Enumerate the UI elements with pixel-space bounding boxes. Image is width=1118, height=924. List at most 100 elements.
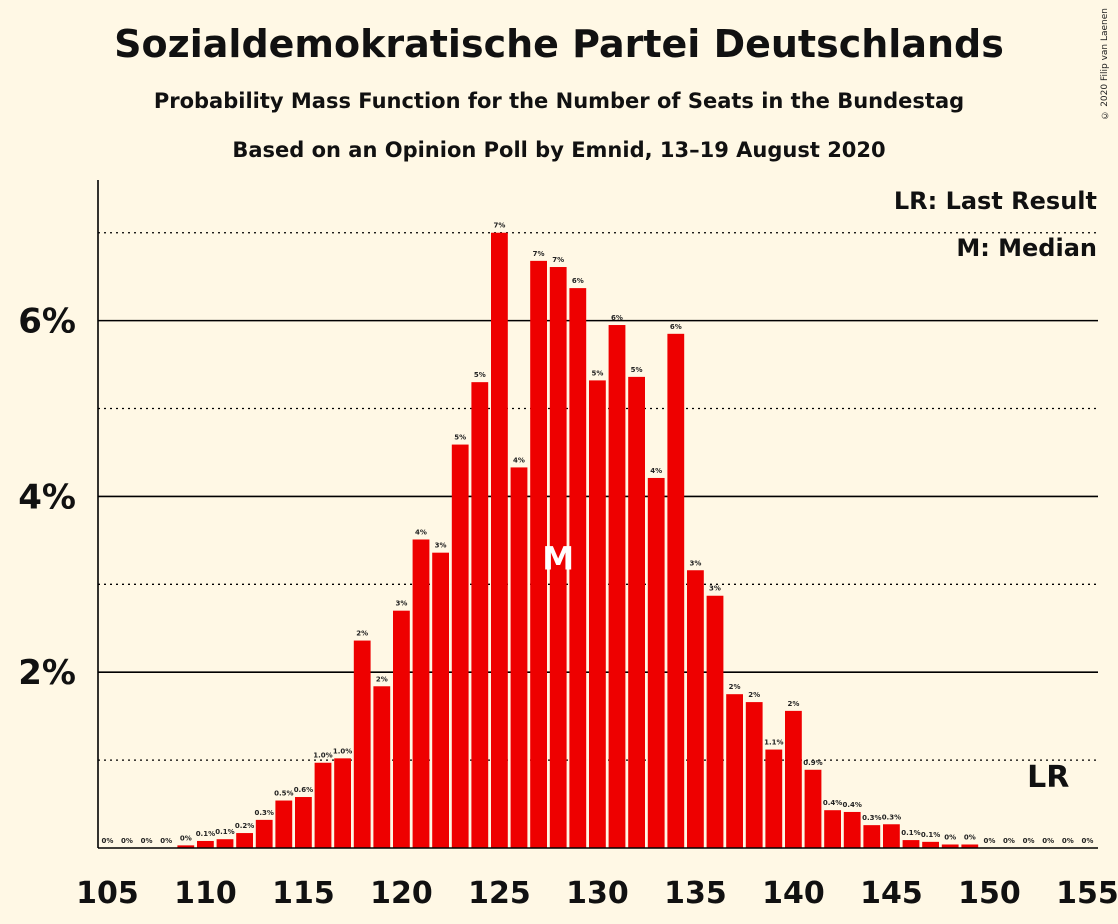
bar <box>883 824 900 848</box>
markers: M LR <box>542 540 1069 795</box>
bar-label: 5% <box>591 369 603 377</box>
bar <box>491 232 508 849</box>
bar-label: 0.4% <box>842 801 861 809</box>
bar-label: 7% <box>533 250 545 258</box>
bars <box>177 232 979 849</box>
bar-label: 5% <box>454 434 466 442</box>
x-tick-label: 105 <box>76 876 139 911</box>
bar-label: 0% <box>1003 837 1015 845</box>
bar-label: 5% <box>474 371 486 379</box>
bar <box>608 325 626 848</box>
bar-label: 0% <box>1062 837 1074 845</box>
bar <box>216 839 234 848</box>
bar <box>451 444 469 848</box>
bar-label: 2% <box>748 691 760 699</box>
bar-label: 0% <box>944 833 956 841</box>
bar <box>275 800 293 848</box>
bar-label: 0.9% <box>803 759 822 767</box>
bar <box>706 595 724 848</box>
bar-label: 6% <box>572 277 584 285</box>
bar <box>197 840 214 848</box>
bar <box>726 694 743 848</box>
tick-labels: 105 110 115 120 125 130 135 140 145 150 155 2% 4% 6% <box>18 302 1118 911</box>
bar-label: 0% <box>1081 837 1093 845</box>
bar-label: 0% <box>101 837 113 845</box>
chart-source: Based on an Opinion Poll by Emnid, 13–19… <box>232 138 886 162</box>
x-tick-label: 125 <box>468 876 531 911</box>
bar-label: 2% <box>729 683 741 691</box>
bar <box>510 467 528 848</box>
x-tick-label: 115 <box>272 876 335 911</box>
legend-entry: M: Median <box>956 234 1097 262</box>
last-result-marker: LR <box>1027 760 1069 795</box>
bar-label: 0.3% <box>882 813 901 821</box>
bar <box>687 570 704 848</box>
bar <box>471 382 489 848</box>
bar <box>922 841 939 848</box>
bar <box>255 819 273 848</box>
chart-title: Sozialdemokratische Partei Deutschlands <box>114 22 1004 66</box>
legend: LR: Last Result M: Median <box>894 187 1097 262</box>
bar-label: 0.4% <box>823 799 842 807</box>
bar-label: 0.5% <box>274 790 293 798</box>
bar-label: 7% <box>552 256 564 264</box>
bar <box>432 552 449 848</box>
bar <box>647 477 665 848</box>
bar <box>628 376 645 848</box>
bar <box>334 758 351 848</box>
bar <box>177 845 195 848</box>
bar-label: 0.6% <box>294 786 313 794</box>
bar-label: 0% <box>1023 837 1035 845</box>
y-tick-label: 4% <box>18 477 76 517</box>
bar <box>863 825 881 848</box>
bar-label: 3% <box>689 559 701 567</box>
median-marker: M <box>542 540 574 578</box>
bar-label: 0.3% <box>254 809 273 817</box>
bar <box>236 833 253 848</box>
bar-label: 7% <box>493 222 505 230</box>
bar <box>961 844 979 848</box>
bar-label: 0% <box>983 837 995 845</box>
bar-label: 0.1% <box>215 828 234 836</box>
bar <box>589 380 606 848</box>
bar <box>902 840 920 848</box>
bar-label: 6% <box>670 323 682 331</box>
bar <box>295 797 312 848</box>
bar-label: 4% <box>513 456 525 464</box>
bar <box>569 288 587 848</box>
bar-label: 2% <box>356 630 368 638</box>
x-tick-label: 150 <box>958 876 1021 911</box>
bar <box>667 333 685 848</box>
x-tick-label: 130 <box>566 876 629 911</box>
x-tick-label: 110 <box>174 876 237 911</box>
bar-label: 3% <box>435 542 447 550</box>
bar-label: 5% <box>631 366 643 374</box>
x-tick-label: 135 <box>664 876 727 911</box>
bar-label: 0.1% <box>196 830 215 838</box>
bar-label: 0% <box>180 834 192 842</box>
bar-label: 0.1% <box>921 831 940 839</box>
bar <box>530 260 547 848</box>
bar-label: 1.0% <box>313 752 332 760</box>
bar <box>785 710 802 848</box>
legend-entry: LR: Last Result <box>894 187 1097 215</box>
bar <box>745 702 763 848</box>
bar <box>314 762 332 848</box>
bar <box>373 686 391 848</box>
axes <box>97 180 1098 849</box>
bar <box>843 811 861 848</box>
bar <box>353 640 371 848</box>
chart-subtitle: Probability Mass Function for the Number… <box>153 89 965 113</box>
bar-label: 0% <box>160 837 172 845</box>
bar <box>824 810 841 848</box>
bar-label: 3% <box>709 585 721 593</box>
bar <box>804 769 822 848</box>
y-tick-label: 6% <box>18 302 76 342</box>
bar-label: 0.3% <box>862 814 881 822</box>
y-tick-label: 2% <box>18 653 76 693</box>
bar-label: 0.2% <box>235 822 254 830</box>
x-tick-label: 155 <box>1056 876 1118 911</box>
bar-labels: 0% 0% 0% 0% 0%0.1% 0.1%0.2%0.3%0.5% 0.6%1.0%1.… <box>101 222 1093 845</box>
bar-label: 0% <box>121 837 133 845</box>
